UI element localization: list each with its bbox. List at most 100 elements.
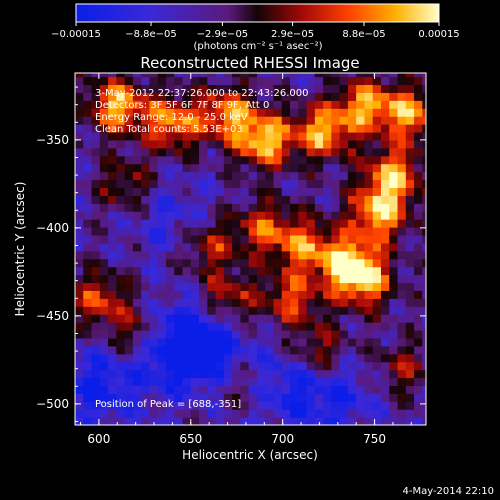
heatmap-cell: [157, 258, 167, 268]
heatmap-cell: [389, 385, 399, 394]
heatmap-cell: [124, 282, 134, 291]
heatmap-cell: [141, 227, 151, 236]
heatmap-cell: [314, 187, 324, 196]
heatmap-cell: [397, 116, 407, 125]
heatmap-cell: [215, 73, 225, 78]
heatmap-cell: [356, 377, 366, 386]
heatmap-cell: [380, 417, 390, 425]
heatmap-cell: [116, 163, 126, 173]
heatmap-cell: [331, 337, 341, 347]
heatmap-cell: [405, 211, 415, 220]
heatmap-cell: [414, 73, 423, 78]
heatmap-cell: [91, 306, 101, 315]
heatmap-cell: [364, 298, 374, 307]
heatmap-cell: [281, 274, 291, 284]
heatmap-cell: [149, 417, 159, 425]
heatmap-cell: [165, 242, 175, 252]
heatmap-cell: [157, 314, 167, 323]
heatmap-cell: [356, 409, 366, 418]
heatmap-cell: [132, 266, 142, 276]
heatmap-cell: [414, 203, 423, 212]
heatmap-cell: [323, 147, 332, 157]
heatmap-cell: [273, 329, 283, 339]
heatmap-cell: [116, 353, 126, 363]
heatmap-cell: [397, 155, 407, 165]
heatmap-cell: [165, 147, 175, 157]
annotation-detectors: Detectors: 3F 5F 6F 7F 8F 9F, Att 0: [95, 100, 269, 111]
heatmap-cell: [314, 211, 324, 220]
heatmap-cell: [331, 345, 341, 355]
heatmap-cell: [298, 314, 308, 323]
heatmap-cell: [165, 73, 175, 78]
heatmap-cell: [165, 314, 175, 323]
heatmap-cell: [397, 329, 407, 339]
heatmap-cell: [165, 361, 175, 371]
heatmap-cell: [339, 84, 349, 93]
heatmap-cell: [91, 377, 101, 386]
heatmap-cell: [223, 282, 233, 291]
heatmap-cell: [389, 108, 399, 117]
heatmap-cell: [157, 353, 167, 363]
heatmap-cell: [141, 163, 151, 173]
heatmap-cell: [91, 329, 101, 339]
heatmap-cell: [248, 258, 258, 268]
heatmap-cell: [290, 147, 299, 157]
heatmap-cell: [199, 345, 208, 355]
heatmap-cell: [141, 108, 151, 117]
heatmap-cell: [397, 322, 407, 331]
heatmap-cell: [298, 108, 308, 117]
heatmap-cell: [248, 242, 258, 252]
heatmap-cell: [380, 393, 390, 402]
heatmap-cell: [248, 377, 258, 386]
heatmap-cell: [331, 155, 341, 165]
heatmap-cell: [248, 211, 258, 220]
heatmap-cell: [380, 124, 390, 133]
heatmap-cell: [116, 76, 126, 86]
heatmap-cell: [190, 314, 200, 323]
heatmap-cell: [174, 171, 184, 181]
heatmap-cell: [265, 258, 275, 268]
heatmap-cell: [132, 234, 142, 244]
heatmap-cell: [124, 131, 134, 141]
heatmap-cell: [281, 361, 291, 371]
heatmap-cell: [240, 329, 250, 339]
heatmap-cell: [256, 195, 266, 204]
heatmap-cell: [380, 76, 390, 86]
heatmap-cell: [290, 195, 299, 204]
heatmap-cell: [99, 100, 109, 109]
heatmap-cell: [314, 322, 324, 331]
heatmap-cell: [232, 258, 241, 268]
heatmap-cell: [256, 250, 266, 260]
heatmap-cell: [306, 322, 316, 331]
heatmap-cell: [132, 361, 142, 371]
heatmap-cell: [414, 187, 423, 196]
heatmap-cell: [99, 131, 109, 141]
heatmap-cell: [91, 163, 101, 173]
heatmap-cell: [356, 393, 366, 402]
heatmap-cell: [165, 393, 175, 402]
heatmap-cell: [116, 298, 126, 307]
heatmap-cell: [314, 92, 324, 101]
heatmap-cell: [339, 353, 349, 363]
heatmap-cell: [273, 337, 283, 347]
heatmap-cell: [422, 234, 426, 244]
heatmap-cell: [215, 195, 225, 204]
heatmap-cell: [75, 211, 84, 220]
heatmap-cell: [331, 242, 341, 252]
heatmap-cell: [248, 345, 258, 355]
heatmap-cell: [331, 306, 341, 315]
heatmap-cell: [364, 187, 374, 196]
heatmap-cell: [273, 401, 283, 410]
heatmap-cell: [347, 211, 357, 220]
heatmap-cell: [356, 124, 366, 133]
heatmap-cell: [232, 298, 241, 307]
heatmap-cell: [414, 306, 423, 315]
heatmap-cell: [190, 171, 200, 181]
heatmap-cell: [240, 322, 250, 331]
heatmap-cell: [347, 274, 357, 284]
heatmap-cell: [331, 290, 341, 299]
heatmap-cell: [281, 187, 291, 196]
heatmap-cell: [232, 139, 241, 149]
heatmap-cell: [306, 203, 316, 212]
heatmap-cell: [323, 337, 332, 347]
